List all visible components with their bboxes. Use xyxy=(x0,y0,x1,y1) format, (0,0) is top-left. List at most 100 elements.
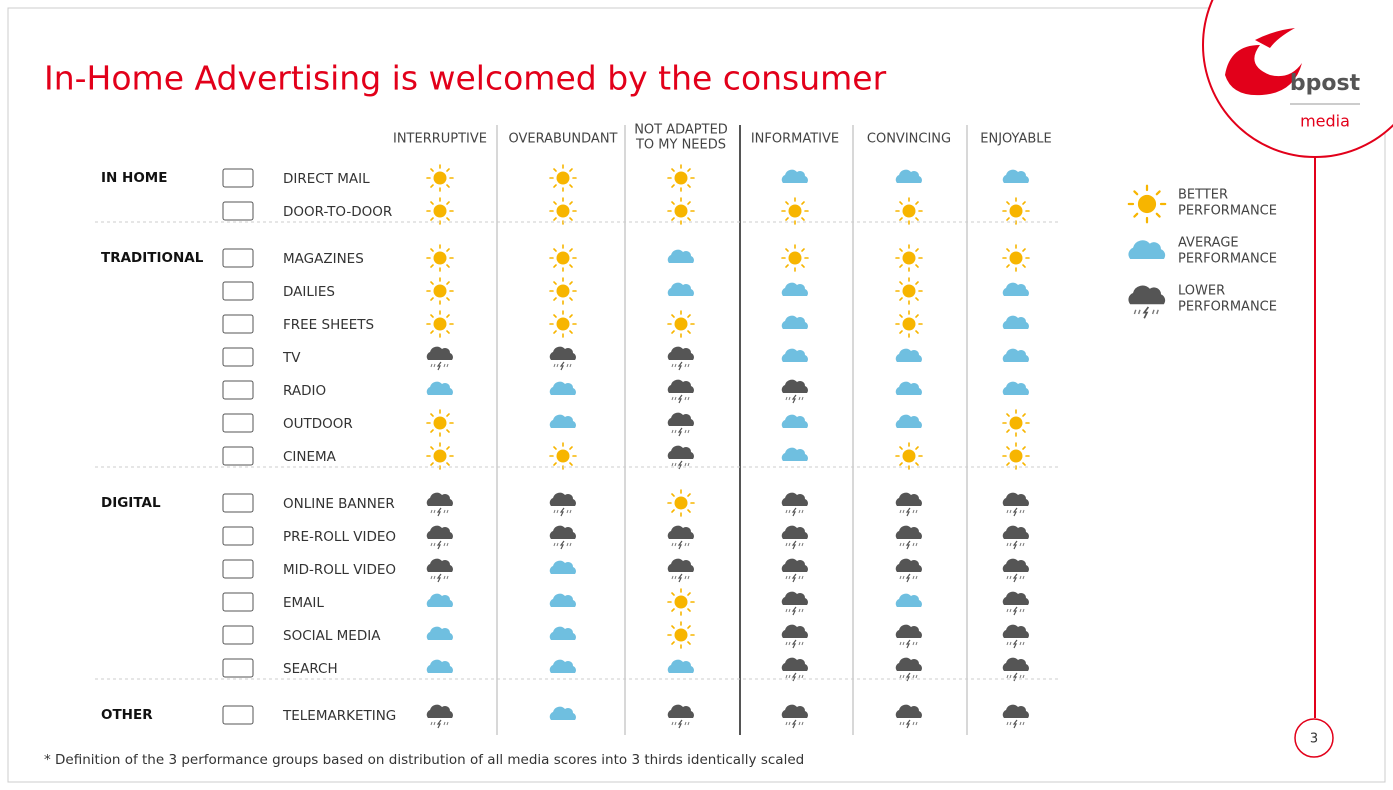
footnote: * Definition of the 3 performance groups… xyxy=(44,752,804,768)
column-header: NOT ADAPTED xyxy=(634,123,728,138)
better-icon xyxy=(667,621,695,649)
media-icon xyxy=(222,625,254,645)
lower-icon xyxy=(781,624,809,649)
lower-icon xyxy=(667,346,695,371)
lower-icon xyxy=(667,412,695,437)
better-icon xyxy=(895,310,923,338)
media-icon xyxy=(222,413,254,433)
media-icon xyxy=(222,380,254,400)
better-icon xyxy=(781,244,809,272)
lower-icon xyxy=(667,379,695,404)
average-icon xyxy=(1002,381,1029,395)
media-icon xyxy=(222,446,254,466)
row-label: DOOR-TO-DOOR xyxy=(283,204,392,220)
row-label: ONLINE BANNER xyxy=(283,496,395,512)
average-icon xyxy=(895,414,922,428)
average-icon xyxy=(781,282,808,296)
media-icon xyxy=(222,314,254,334)
better-icon xyxy=(667,489,695,517)
average-icon xyxy=(895,593,922,607)
row-label: CINEMA xyxy=(283,449,337,465)
media-icon xyxy=(222,526,254,546)
better-icon xyxy=(426,164,454,192)
legend-icon xyxy=(1127,284,1166,320)
better-icon xyxy=(426,310,454,338)
better-icon xyxy=(549,277,577,305)
better-icon xyxy=(549,310,577,338)
lower-icon xyxy=(781,379,809,404)
better-icon xyxy=(895,442,923,470)
row-label: DIRECT MAIL xyxy=(283,171,370,187)
better-icon xyxy=(426,409,454,437)
page-number: 3 xyxy=(1310,732,1318,747)
lower-icon xyxy=(1002,525,1030,550)
group-label: IN HOME xyxy=(101,170,167,186)
lower-icon xyxy=(1002,558,1030,583)
legend-icon xyxy=(1128,240,1166,259)
better-icon xyxy=(1002,442,1030,470)
better-icon xyxy=(667,588,695,616)
row-label: RADIO xyxy=(283,383,326,399)
better-icon xyxy=(549,244,577,272)
column-header: CONVINCING xyxy=(867,132,951,147)
lower-icon xyxy=(1002,624,1030,649)
better-icon xyxy=(895,244,923,272)
average-icon xyxy=(781,348,808,362)
average-icon xyxy=(549,381,576,395)
lower-icon xyxy=(895,558,923,583)
average-icon xyxy=(426,659,453,673)
lower-icon xyxy=(781,704,809,729)
better-icon xyxy=(781,197,809,225)
legend-icon xyxy=(1127,184,1167,224)
legend-label: AVERAGE xyxy=(1178,236,1239,251)
legend-label: LOWER xyxy=(1178,284,1225,299)
average-icon xyxy=(781,414,808,428)
lower-icon xyxy=(426,525,454,550)
lower-icon xyxy=(426,346,454,371)
media-icon xyxy=(222,168,254,188)
better-icon xyxy=(1002,244,1030,272)
average-icon xyxy=(426,626,453,640)
average-icon xyxy=(895,169,922,183)
lower-icon xyxy=(667,704,695,729)
column-header: TO MY NEEDS xyxy=(635,138,726,153)
row-label: FREE SHEETS xyxy=(283,317,374,333)
legend-label: BETTER xyxy=(1178,188,1228,203)
average-icon xyxy=(426,593,453,607)
better-icon xyxy=(895,277,923,305)
average-icon xyxy=(1002,348,1029,362)
average-icon xyxy=(426,381,453,395)
average-icon xyxy=(1002,282,1029,296)
column-header: ENJOYABLE xyxy=(980,132,1052,147)
better-icon xyxy=(1002,409,1030,437)
lower-icon xyxy=(781,591,809,616)
row-label: MAGAZINES xyxy=(283,251,364,267)
average-icon xyxy=(781,447,808,461)
average-icon xyxy=(549,560,576,574)
media-icon xyxy=(222,347,254,367)
average-icon xyxy=(549,706,576,720)
media-icon xyxy=(222,201,254,221)
lower-icon xyxy=(667,558,695,583)
better-icon xyxy=(549,442,577,470)
lower-icon xyxy=(426,704,454,729)
column-dividers xyxy=(496,125,968,735)
better-icon xyxy=(895,197,923,225)
row-label: OUTDOOR xyxy=(283,416,353,432)
average-icon xyxy=(781,169,808,183)
group-label: OTHER xyxy=(101,707,153,723)
average-icon xyxy=(895,381,922,395)
row-label: SEARCH xyxy=(283,661,338,677)
average-icon xyxy=(667,249,694,263)
lower-icon xyxy=(667,525,695,550)
lower-icon xyxy=(895,657,923,682)
lower-icon xyxy=(895,492,923,517)
lower-icon xyxy=(781,558,809,583)
average-icon xyxy=(1002,169,1029,183)
lower-icon xyxy=(1002,704,1030,729)
lower-icon xyxy=(895,704,923,729)
row-label: DAILIES xyxy=(283,284,335,300)
lower-icon xyxy=(1002,492,1030,517)
group-label: DIGITAL xyxy=(101,495,161,511)
average-icon xyxy=(667,282,694,296)
